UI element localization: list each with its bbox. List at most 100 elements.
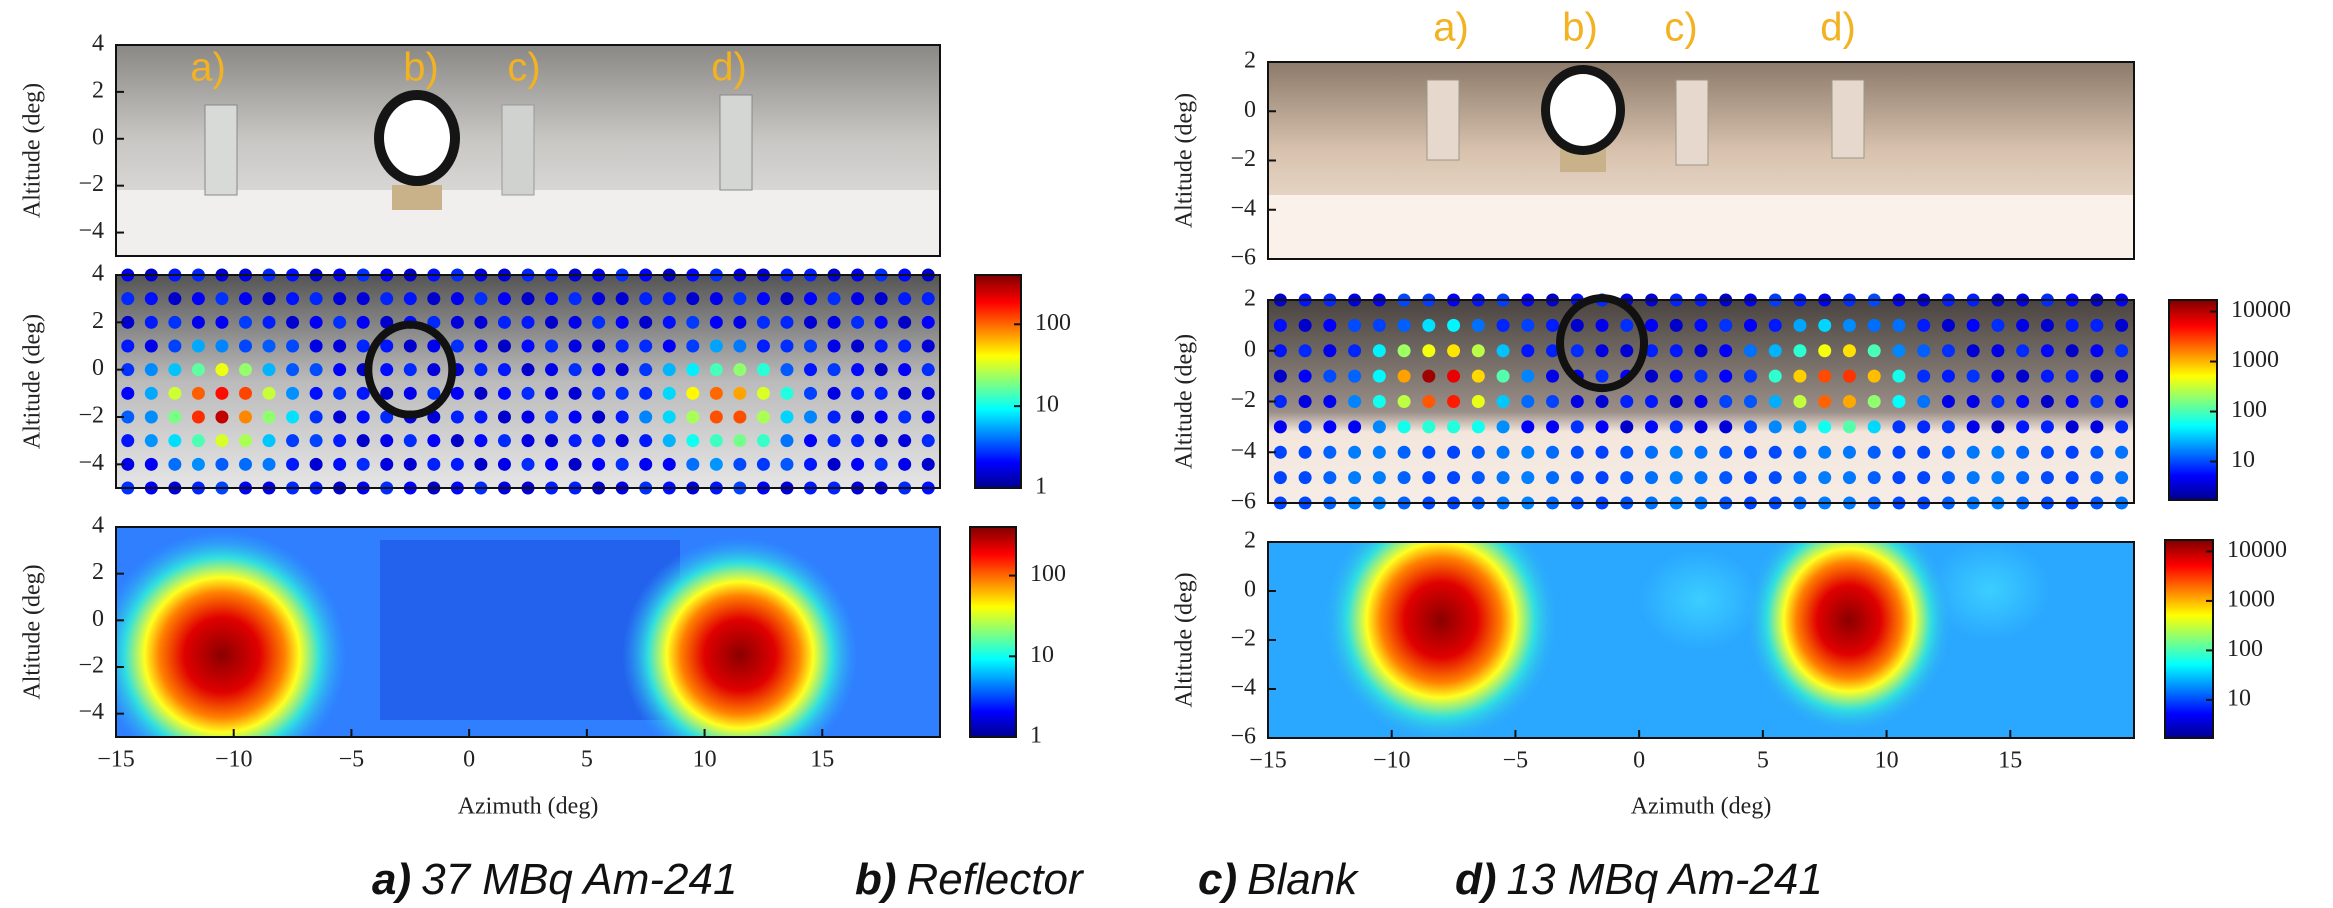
measurement-dot [780,434,793,447]
measurement-dot [1472,471,1485,484]
measurement-dot [1398,395,1411,408]
y-tick-label: −2 [1230,387,1256,413]
measurement-dot [639,411,652,424]
measurement-dot [333,363,346,376]
measurement-dot [215,458,228,471]
measurement-dot [498,316,511,329]
measurement-dot [851,458,864,471]
colorbar [2165,540,2213,738]
measurement-dot [1744,370,1757,383]
measurement-dot [1695,395,1708,408]
measurement-dot [1348,344,1361,357]
measurement-dot [804,340,817,353]
measurement-dot [851,434,864,447]
measurement-dot [2041,370,2054,383]
measurement-dot [898,411,911,424]
measurement-dot [1868,420,1881,433]
y-axis-label: Altitude (deg) [1172,93,1198,228]
measurement-dot [2090,370,2103,383]
caption-item: c)Blank [1198,855,1359,904]
measurement-dot [1571,420,1584,433]
y-tick-label: −2 [78,403,104,429]
measurement-dot [498,387,511,400]
measurement-dot [1546,395,1559,408]
measurement-dot [1546,471,1559,484]
measurement-dot [2115,395,2128,408]
heatmap-hotspot [1640,550,1760,650]
measurement-dot [1892,344,1905,357]
measurement-dot [1744,446,1757,459]
measurement-dot [922,292,935,305]
measurement-dot [357,458,370,471]
measurement-dot [569,340,582,353]
measurement-dot [522,458,535,471]
x-tick-label: −15 [1249,748,1287,774]
colorbar-tick-label: 1000 [2231,347,2279,373]
measurement-dot [2041,319,2054,332]
vial [720,95,752,190]
colorbar-tick-label: 1000 [2227,586,2275,612]
measurement-dot [1744,420,1757,433]
measurement-dot [2115,370,2128,383]
measurement-dot [1670,471,1683,484]
heatmap-image [97,527,940,780]
y-axis-label: Altitude (deg) [1172,334,1198,469]
measurement-dot [2090,420,2103,433]
measurement-dot [2115,319,2128,332]
measurement-dot [427,434,440,447]
y-tick-label: 0 [1244,97,1256,123]
source-label: b) [1562,6,1598,50]
measurement-dot [1695,471,1708,484]
measurement-dot [1967,395,1980,408]
x-axis-label: Azimuth (deg) [458,794,599,820]
measurement-dot [451,340,464,353]
measurement-dot [522,316,535,329]
measurement-dot [1769,395,1782,408]
measurement-dot [828,411,841,424]
x-tick-label: 5 [1757,748,1769,774]
measurement-dot [333,387,346,400]
measurement-dot [1967,446,1980,459]
measurement-dot [616,316,629,329]
measurement-dot [733,411,746,424]
measurement-dot [710,363,723,376]
measurement-dot [239,292,252,305]
measurement-dot [1917,395,1930,408]
measurement-dot [804,411,817,424]
measurement-dot [192,458,205,471]
measurement-dot [215,387,228,400]
measurement-dot [215,340,228,353]
measurement-dot [404,340,417,353]
measurement-dot [1497,370,1510,383]
measurement-dot [1769,446,1782,459]
measurement-dot [592,458,605,471]
vial [205,105,237,195]
measurement-dot [1323,370,1336,383]
measurement-dot [145,316,158,329]
measurement-dot [1596,471,1609,484]
measurement-dot [1991,420,2004,433]
heatmap-hotspot [1744,505,1954,735]
measurement-dot [192,434,205,447]
measurement-dot [592,387,605,400]
y-tick-label: 2 [92,308,104,334]
measurement-dot [310,340,323,353]
measurement-dot [851,387,864,400]
measurement-dot [380,458,393,471]
measurement-dot [1868,344,1881,357]
measurement-dot [1422,319,1435,332]
measurement-dot [569,316,582,329]
y-tick-label: 2 [92,559,104,585]
measurement-dot [522,387,535,400]
measurement-dot [1299,319,1312,332]
x-tick-label: −15 [97,747,135,773]
measurement-dot [498,458,511,471]
measurement-dot [686,434,699,447]
measurement-dot [1323,446,1336,459]
measurement-dot [1274,319,1287,332]
measurement-dot [2066,319,2079,332]
measurement-dot [639,434,652,447]
measurement-dot [522,340,535,353]
measurement-dot [1299,344,1312,357]
measurement-dot [1620,446,1633,459]
